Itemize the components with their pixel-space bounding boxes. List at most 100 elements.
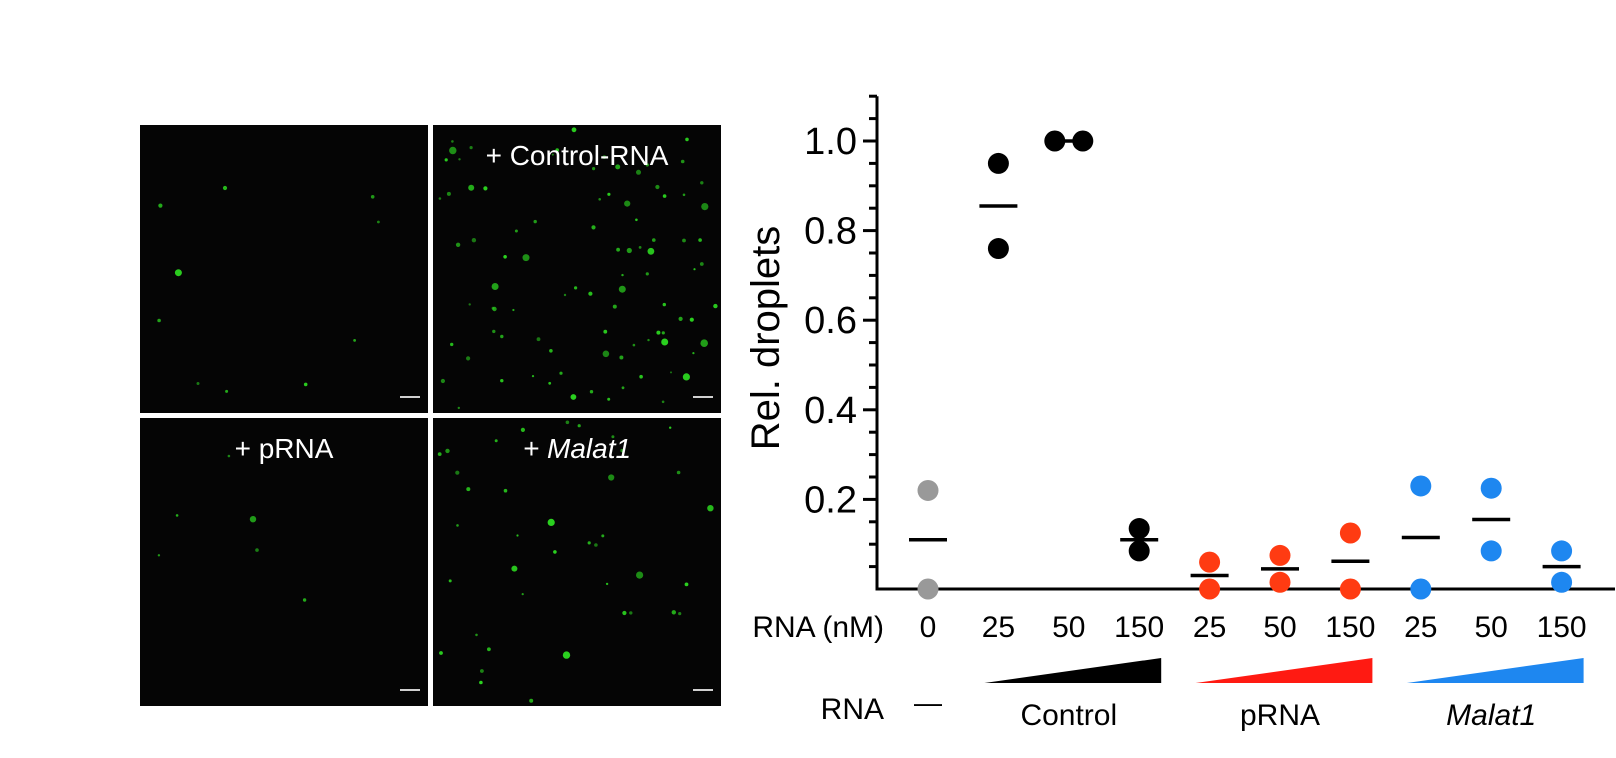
droplet (624, 200, 631, 207)
droplet (158, 203, 163, 208)
data-point (1410, 578, 1432, 600)
droplet (514, 229, 518, 233)
droplet (603, 329, 608, 334)
droplet (662, 194, 667, 198)
droplet (612, 304, 617, 309)
droplet (157, 554, 161, 557)
droplet (445, 448, 450, 454)
droplet (512, 308, 515, 312)
droplet (619, 355, 624, 360)
data-point (1551, 540, 1573, 562)
droplet (656, 330, 661, 335)
droplet (588, 291, 593, 296)
x-tick-label: 50 (1052, 611, 1085, 644)
droplet (503, 488, 508, 493)
x-tick-label: 150 (1114, 611, 1164, 644)
droplet (255, 548, 259, 552)
droplet (551, 153, 554, 156)
droplet (503, 255, 507, 259)
droplet (682, 373, 691, 381)
point-group-1 (979, 152, 1018, 260)
droplet (491, 283, 499, 290)
micrograph-label: + Malat1 (523, 433, 631, 464)
droplet (676, 470, 681, 475)
y-tick-label: 0.4 (804, 390, 857, 432)
droplet (621, 273, 624, 277)
micrograph-panel-3: + pRNA (140, 418, 428, 706)
droplet (468, 303, 471, 306)
micrograph-panel-2: + Control-RNA (433, 125, 721, 413)
droplet (500, 379, 504, 383)
droplet (669, 426, 672, 429)
droplet (682, 238, 686, 243)
droplet (225, 389, 229, 393)
data-point (1128, 518, 1150, 540)
data-point (1269, 544, 1291, 566)
droplet (618, 285, 626, 293)
droplet (533, 219, 537, 224)
droplet (608, 474, 615, 481)
data-point (917, 479, 939, 501)
droplet (529, 698, 534, 703)
droplet (647, 338, 650, 342)
droplet (636, 571, 644, 579)
droplet (707, 505, 714, 512)
droplet (456, 524, 459, 527)
droplet (227, 454, 231, 458)
data-point (1339, 522, 1361, 544)
droplet (479, 680, 483, 685)
droplet (353, 339, 356, 342)
droplet (549, 349, 553, 353)
droplet (587, 541, 591, 545)
droplet (475, 633, 478, 637)
droplet (500, 334, 504, 339)
data-point (1480, 540, 1502, 562)
droplet (601, 534, 605, 538)
droplet (446, 191, 451, 196)
group-label: Control (1020, 699, 1117, 732)
droplet (157, 318, 161, 323)
droplet (458, 158, 461, 161)
droplet (302, 598, 307, 602)
droplet (602, 155, 607, 159)
droplet (448, 579, 452, 583)
point-group-2 (1044, 130, 1094, 152)
droplet (607, 397, 611, 401)
droplet (620, 448, 624, 453)
point-group-9 (1542, 540, 1581, 593)
droplet (440, 378, 445, 384)
droplet (536, 337, 541, 342)
data-point (1480, 477, 1502, 499)
droplet (522, 254, 530, 262)
micrograph-panel-1 (140, 125, 428, 413)
droplet (670, 371, 672, 374)
point-group-8 (1472, 477, 1511, 562)
droplet (589, 390, 594, 394)
droplet (598, 198, 601, 201)
droplet (451, 140, 454, 143)
x-tick-label: 50 (1263, 611, 1296, 644)
droplet (700, 339, 708, 347)
x-tick-label: 150 (1325, 611, 1375, 644)
droplet (249, 516, 257, 523)
group-label: Malat1 (1446, 699, 1536, 732)
x-tick-label: 25 (1404, 611, 1437, 644)
droplet (487, 647, 491, 652)
droplet (577, 424, 581, 428)
micrograph-label: + pRNA (235, 433, 334, 464)
x-tick-label: 50 (1475, 611, 1508, 644)
droplet (655, 184, 660, 190)
data-point (1339, 578, 1361, 600)
droplet (483, 186, 488, 191)
droplet (636, 169, 641, 175)
droplet (531, 375, 535, 378)
y-tick-label: 1.0 (804, 121, 857, 163)
droplet (571, 127, 577, 133)
droplet (480, 669, 484, 673)
droplet (469, 146, 473, 150)
droplet (370, 195, 375, 199)
droplet (303, 382, 308, 387)
micrograph-background (433, 125, 721, 413)
droplet (455, 242, 461, 247)
x-tick-label: 25 (982, 611, 1015, 644)
